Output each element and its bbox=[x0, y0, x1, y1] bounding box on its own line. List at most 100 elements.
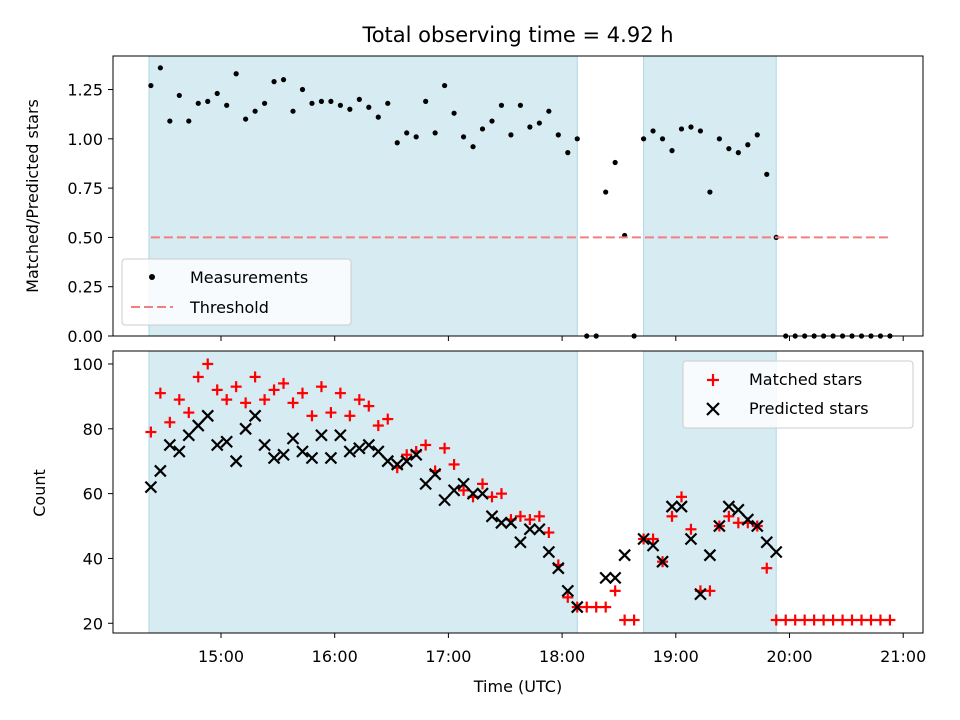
matched-star-point bbox=[296, 387, 308, 399]
measurement-point bbox=[536, 120, 542, 126]
measurement-point bbox=[489, 118, 495, 124]
predicted-star-point bbox=[144, 480, 158, 494]
predicted-star-point bbox=[229, 454, 243, 468]
measurement-point bbox=[328, 98, 334, 104]
measurement-point bbox=[612, 159, 618, 166]
measurement-point bbox=[176, 92, 182, 99]
predicted-star-point bbox=[277, 448, 290, 462]
predicted-star-point bbox=[286, 432, 300, 445]
bottom-y-ticks: 20 40 60 80 100 bbox=[72, 355, 113, 633]
measurement-point bbox=[470, 144, 476, 150]
measurement-point bbox=[233, 71, 239, 77]
legend-label-measurements: Measurements bbox=[190, 268, 308, 287]
matched-star-point bbox=[514, 510, 526, 522]
matched-star-point bbox=[495, 488, 507, 500]
x-tick-label: 16:00 bbox=[312, 647, 358, 666]
matched-star-point bbox=[600, 601, 612, 613]
y-tick-label: 1.00 bbox=[67, 130, 103, 149]
measurement-point bbox=[271, 79, 277, 85]
measurement-point bbox=[460, 134, 467, 140]
x-axis-label: Time (UTC) bbox=[473, 677, 562, 696]
predicted-star-point bbox=[570, 600, 584, 614]
y-tick-label: 60 bbox=[83, 485, 103, 504]
measurement-point bbox=[707, 189, 713, 195]
predicted-star-point bbox=[419, 477, 432, 491]
measurement-point bbox=[413, 134, 419, 140]
predicted-star-point bbox=[751, 519, 764, 533]
matched-star-point bbox=[704, 585, 716, 597]
top-legend-frame bbox=[121, 258, 352, 326]
matched-star-point bbox=[562, 591, 574, 603]
predicted-star-point bbox=[618, 548, 631, 562]
matched-star-point bbox=[647, 533, 659, 545]
predicted-star-point bbox=[428, 467, 442, 481]
legend-label-predicted: Predicted stars bbox=[749, 399, 869, 418]
measurement-point bbox=[195, 100, 201, 106]
measurement-point bbox=[517, 102, 524, 108]
measurement-point bbox=[205, 98, 211, 104]
measurement-point bbox=[764, 171, 770, 177]
bottom-axes-frame bbox=[112, 350, 924, 634]
measurement-point bbox=[669, 148, 675, 154]
legend-marker-predicted bbox=[706, 402, 720, 416]
predicted-star-point bbox=[514, 535, 527, 549]
matched-star-point bbox=[789, 614, 801, 626]
y-tick-label: 0.25 bbox=[67, 278, 103, 297]
matched-star-point bbox=[827, 614, 839, 626]
measurement-point bbox=[688, 124, 694, 130]
predicted-star-point bbox=[476, 487, 489, 500]
predicted-star-point bbox=[305, 451, 319, 465]
measurement-point bbox=[442, 82, 448, 89]
predicted-star-point bbox=[552, 561, 565, 575]
predicted-star-point bbox=[201, 409, 215, 423]
matched-star-point bbox=[543, 527, 555, 539]
matched-star-point bbox=[334, 387, 346, 399]
measurement-point bbox=[697, 128, 704, 134]
predicted-star-point bbox=[315, 428, 328, 442]
measurement-point bbox=[423, 98, 429, 104]
matched-star-point bbox=[221, 394, 233, 406]
measurement-point bbox=[546, 108, 552, 114]
measurement-point bbox=[745, 142, 751, 148]
measurement-point bbox=[404, 130, 410, 136]
predicted-star-point bbox=[732, 503, 745, 517]
measurement-point bbox=[337, 102, 343, 108]
matched-star-point bbox=[723, 510, 735, 522]
matched-star-point bbox=[192, 371, 204, 383]
bottom-legend-frame bbox=[682, 360, 914, 429]
matched-star-point bbox=[240, 397, 252, 409]
x-tick-label: 17:00 bbox=[425, 647, 471, 666]
matched-star-point bbox=[420, 439, 432, 451]
bottom-data-marks bbox=[144, 358, 896, 626]
matched-star-point bbox=[278, 377, 290, 389]
y-tick-label: 0.50 bbox=[67, 228, 103, 247]
predicted-star-point bbox=[390, 458, 404, 471]
legend-label-threshold: Threshold bbox=[189, 298, 269, 317]
predicted-star-point bbox=[741, 513, 755, 526]
predicted-star-point bbox=[656, 555, 669, 568]
measurement-point bbox=[394, 140, 400, 146]
matched-star-point bbox=[315, 381, 327, 393]
legend-marker-measurements bbox=[149, 274, 155, 280]
measurement-point bbox=[224, 102, 230, 108]
measurement-point bbox=[290, 108, 296, 114]
y-tick-label: 80 bbox=[83, 420, 103, 439]
predicted-star-point bbox=[353, 441, 366, 455]
predicted-star-point bbox=[438, 493, 451, 507]
predicted-star-point bbox=[372, 445, 385, 458]
matched-star-point bbox=[533, 510, 545, 522]
measurement-point bbox=[640, 136, 647, 142]
matched-star-point bbox=[164, 416, 176, 428]
measurement-point bbox=[280, 77, 287, 83]
predicted-star-point bbox=[334, 428, 347, 442]
matched-star-point bbox=[145, 426, 157, 438]
matched-star-point bbox=[344, 410, 356, 422]
matched-star-point bbox=[230, 381, 242, 393]
predicted-star-point bbox=[495, 516, 508, 530]
measurement-point bbox=[167, 118, 173, 124]
matched-star-point bbox=[211, 384, 223, 396]
predicted-star-point bbox=[296, 445, 309, 458]
measurement-point bbox=[678, 126, 685, 132]
matched-star-point bbox=[874, 614, 886, 626]
